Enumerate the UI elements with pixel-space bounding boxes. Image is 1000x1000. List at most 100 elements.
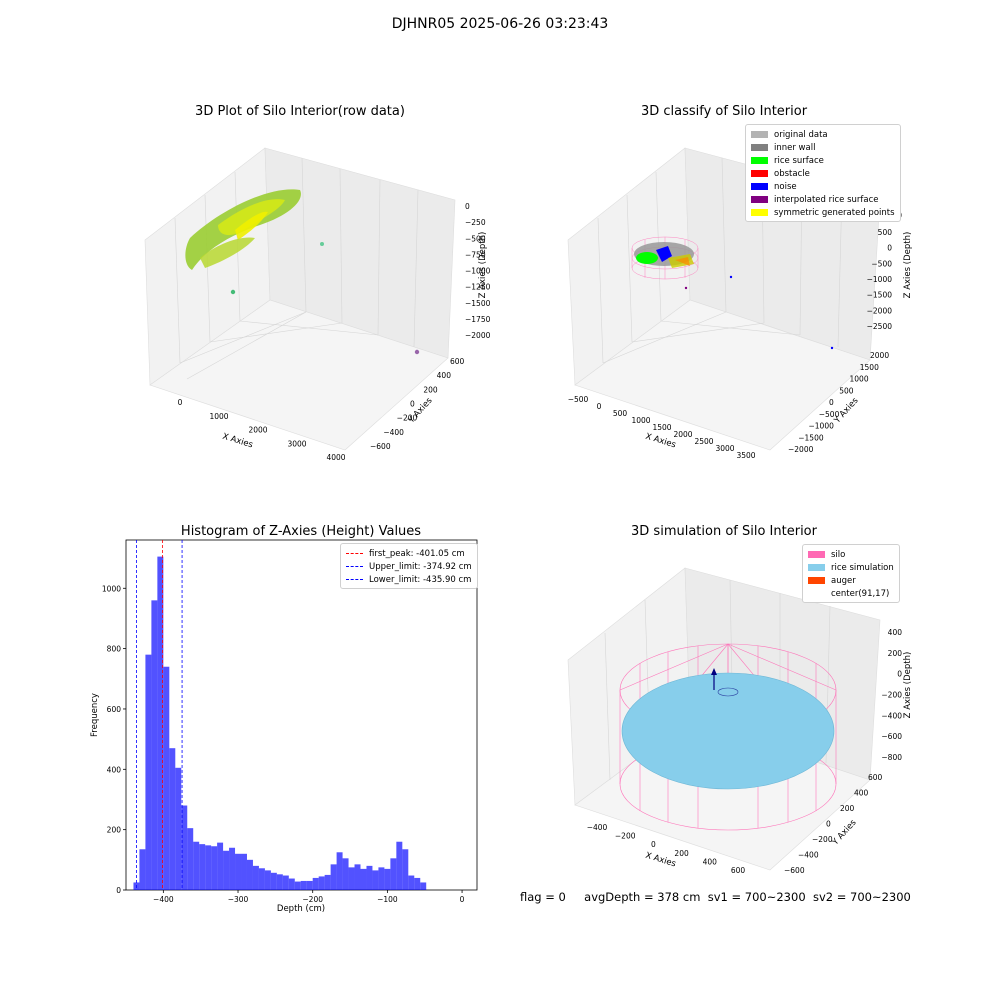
classify-y-tick: 0 (829, 398, 834, 407)
classify-plot-title: 3D classify of Silo Interior (640, 104, 808, 119)
classify-z-tick: −1000 (867, 275, 893, 284)
histogram-y-ticks: 0 200 400 600 800 1000 (102, 584, 126, 895)
raw-z-tick: −2000 (465, 331, 491, 340)
simulation-plot-title: 3D simulation of Silo Interior (631, 524, 817, 539)
histogram-x-tick-label: −400 (153, 895, 174, 904)
classify-x-tick: 500 (613, 409, 628, 418)
histogram-x-tick-label: 0 (460, 895, 465, 904)
classify-y-tick: −1000 (809, 422, 835, 431)
histogram-bar (288, 878, 295, 890)
simulation-x-ticks: −400 −200 0 200 400 600 (587, 823, 746, 875)
classify-x-tick: 2500 (694, 437, 713, 446)
simulation-legend-label: rice simulation (831, 562, 894, 573)
classify-legend-label: original data (774, 129, 828, 140)
raw-y-tick: −600 (370, 442, 391, 451)
flag-text: flag = 0 (520, 890, 566, 904)
histogram-bar (235, 853, 242, 890)
classify-legend-swatch (751, 183, 768, 190)
raw-y-tick: 400 (437, 371, 452, 380)
simulation-y-tick: 200 (840, 804, 855, 813)
simulation-x-tick: 0 (651, 840, 656, 849)
classify-point-cloud (634, 242, 834, 350)
simulation-legend-entry: auger (808, 574, 894, 587)
histogram-bar (294, 881, 301, 890)
histogram-bar (402, 849, 409, 890)
simulation-x-tick: 400 (703, 857, 718, 866)
histogram-y-tick-label: 1000 (102, 584, 121, 593)
classify-z-tick: −500 (871, 259, 892, 268)
raw-x-tick: 0 (178, 398, 183, 407)
histogram-bar (282, 875, 289, 890)
histogram-y-tick-label: 600 (107, 705, 122, 714)
simulation-legend-entry: center(91,17) (808, 587, 894, 600)
classify-legend-label: noise (774, 181, 797, 192)
histogram-bar (360, 868, 367, 890)
classify-y-tick: 1000 (850, 375, 869, 384)
simulation-z-tick: −600 (881, 732, 902, 741)
classify-legend-swatch (751, 157, 768, 164)
simulation-x-tick: −200 (615, 832, 636, 841)
classify-legend-swatch (751, 170, 768, 177)
histogram-bar (270, 872, 277, 890)
simulation-legend-entry: rice simulation (808, 561, 894, 574)
classify-z-tick: −1500 (867, 291, 893, 300)
raw-y-tick: 200 (423, 385, 438, 394)
raw-z-tick: −1250 (465, 283, 491, 292)
classify-y-tick: 2000 (870, 351, 889, 360)
raw-x-tick: 1000 (209, 412, 228, 421)
histogram-bar (330, 864, 337, 890)
simulation-z-tick: −200 (881, 691, 902, 700)
simulation-z-tick: −800 (881, 753, 902, 762)
classify-x-tick: 1500 (652, 423, 671, 432)
raw-y-tick: −200 (397, 414, 418, 423)
classify-x-tick: 3000 (715, 444, 734, 453)
histogram-bar (205, 845, 212, 890)
classify-y-tick: −2000 (788, 445, 814, 454)
histogram-bar (223, 850, 230, 890)
simulation-rice-surface (621, 672, 835, 790)
classify-legend-swatch (751, 209, 768, 216)
classify-legend-entry: obstacle (751, 167, 895, 180)
histogram-bar (199, 844, 206, 890)
simulation-y-tick: 0 (826, 820, 831, 829)
histogram-reference-lines (136, 540, 183, 890)
classify-z-tick: −2000 (867, 306, 893, 315)
raw-plot-title: 3D Plot of Silo Interior(row data) (195, 104, 405, 119)
histogram-bar (348, 867, 355, 890)
raw-z-tick: −500 (465, 234, 486, 243)
classify-legend-swatch (751, 131, 768, 138)
simulation-y-tick: −600 (784, 866, 805, 875)
histogram-legend-swatch (346, 566, 363, 567)
histogram-bar (211, 846, 218, 890)
figure-title: DJHNR05 2025-06-26 03:23:43 (391, 16, 609, 32)
histogram-legend-label: first_peak: -401.05 cm (369, 548, 465, 559)
histogram-y-tick-label: 200 (107, 826, 122, 835)
classify-legend-label: inner wall (774, 142, 816, 153)
raw-y-ticks: −600 −400 −200 0 200 400 600 (370, 357, 465, 451)
histogram-bar (169, 748, 176, 890)
histogram-bar (384, 868, 391, 890)
simulation-3d-plot: −400 −200 0 200 400 600 −600 −400 −200 0 200 400 60… (567, 567, 913, 875)
histogram-bar (390, 858, 397, 890)
histogram-bar (408, 875, 415, 890)
raw-z-tick: −250 (465, 218, 486, 227)
histogram-bar (229, 847, 236, 890)
simulation-auger (711, 668, 739, 697)
histogram-x-label: Depth (cm) (277, 904, 325, 914)
sv1-text: sv1 = 700~2300 (707, 890, 806, 904)
simulation-x-tick: 600 (731, 866, 746, 875)
simulation-z-tick: 400 (888, 628, 903, 637)
histogram-bar (300, 880, 307, 890)
simulation-z-tick: 0 (897, 670, 902, 679)
classify-legend-label: interpolated rice surface (774, 194, 879, 205)
classify-legend-entry: rice surface (751, 154, 895, 167)
simulation-x-tick: 200 (674, 849, 689, 858)
histogram-bar (163, 666, 170, 890)
histogram-bar (258, 868, 265, 890)
simulation-y-tick: 400 (854, 789, 869, 798)
classify-x-tick: 2000 (673, 430, 692, 439)
simulation-y-tick: −200 (812, 835, 833, 844)
classify-legend-entry: noise (751, 180, 895, 193)
histogram-legend-entry: Lower_limit: -435.90 cm (346, 573, 472, 586)
